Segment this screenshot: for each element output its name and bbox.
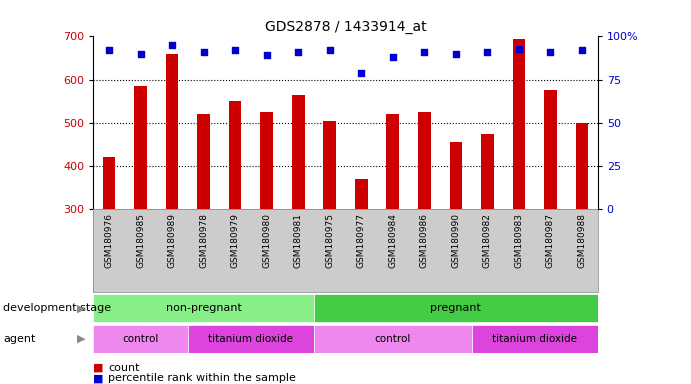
Point xyxy=(387,54,398,60)
Bar xyxy=(450,142,462,209)
Bar xyxy=(103,157,115,209)
Text: control: control xyxy=(375,334,411,344)
Bar xyxy=(134,86,147,209)
Text: GSM180979: GSM180979 xyxy=(231,214,240,268)
Text: agent: agent xyxy=(3,334,36,344)
Point xyxy=(293,49,304,55)
Text: GSM180975: GSM180975 xyxy=(325,214,334,268)
Point xyxy=(513,46,524,52)
Point xyxy=(198,49,209,55)
Text: count: count xyxy=(108,363,140,373)
Bar xyxy=(314,325,471,353)
Text: GSM180985: GSM180985 xyxy=(136,214,145,268)
Text: GSM180990: GSM180990 xyxy=(451,214,460,268)
Text: GSM180989: GSM180989 xyxy=(168,214,177,268)
Bar xyxy=(481,134,493,209)
Text: GSM180987: GSM180987 xyxy=(546,214,555,268)
Bar xyxy=(188,325,314,353)
Text: GSM180980: GSM180980 xyxy=(262,214,271,268)
Point xyxy=(545,49,556,55)
Bar xyxy=(323,121,336,209)
Point xyxy=(104,47,115,53)
Point xyxy=(482,49,493,55)
Text: ▶: ▶ xyxy=(77,334,85,344)
Point xyxy=(229,47,240,53)
Bar xyxy=(471,325,598,353)
Bar xyxy=(229,101,241,209)
Bar xyxy=(513,39,525,209)
Text: GSM180982: GSM180982 xyxy=(483,214,492,268)
Text: GSM180976: GSM180976 xyxy=(104,214,113,268)
Point xyxy=(261,53,272,59)
Text: control: control xyxy=(122,334,159,344)
Text: pregnant: pregnant xyxy=(430,303,482,313)
Text: titanium dioxide: titanium dioxide xyxy=(492,334,577,344)
Text: GSM180978: GSM180978 xyxy=(199,214,208,268)
Bar xyxy=(93,295,314,322)
Text: percentile rank within the sample: percentile rank within the sample xyxy=(108,373,296,383)
Text: ■: ■ xyxy=(93,373,104,383)
Bar xyxy=(261,112,273,209)
Bar xyxy=(93,325,188,353)
Text: GSM180977: GSM180977 xyxy=(357,214,366,268)
Bar xyxy=(386,114,399,209)
Point xyxy=(324,47,335,53)
Text: GSM180981: GSM180981 xyxy=(294,214,303,268)
Text: GSM180988: GSM180988 xyxy=(578,214,587,268)
Bar xyxy=(544,91,557,209)
Point xyxy=(419,49,430,55)
Text: non-pregnant: non-pregnant xyxy=(166,303,242,313)
Bar xyxy=(166,54,178,209)
Bar xyxy=(198,114,210,209)
Bar xyxy=(355,179,368,209)
Point xyxy=(451,51,462,57)
Bar xyxy=(314,295,598,322)
Point xyxy=(135,51,146,57)
Bar xyxy=(576,123,588,209)
Point xyxy=(167,42,178,48)
Text: ▶: ▶ xyxy=(77,303,85,313)
Text: GSM180986: GSM180986 xyxy=(420,214,429,268)
Text: GSM180984: GSM180984 xyxy=(388,214,397,268)
Text: ■: ■ xyxy=(93,363,104,373)
Point xyxy=(576,47,587,53)
Text: development stage: development stage xyxy=(3,303,111,313)
Bar xyxy=(292,95,305,209)
Text: titanium dioxide: titanium dioxide xyxy=(209,334,294,344)
Bar xyxy=(418,112,430,209)
Title: GDS2878 / 1433914_at: GDS2878 / 1433914_at xyxy=(265,20,426,34)
Point xyxy=(356,70,367,76)
Text: GSM180983: GSM180983 xyxy=(514,214,523,268)
